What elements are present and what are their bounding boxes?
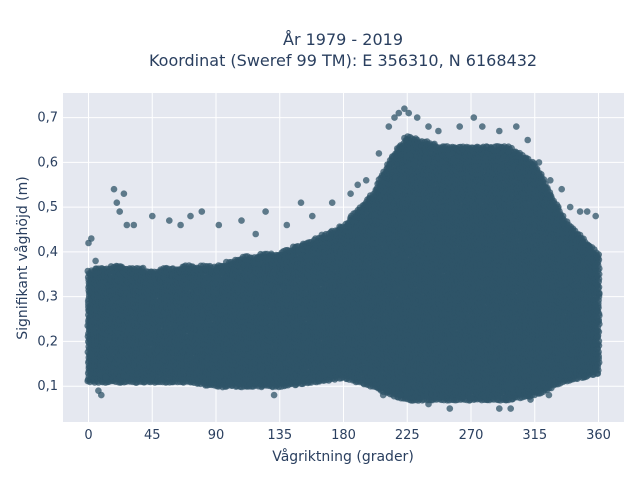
data-points bbox=[84, 105, 603, 412]
chart-title-line-1: År 1979 - 2019 bbox=[283, 30, 403, 49]
chart-title-line-2: Koordinat (Sweref 99 TM): E 356310, N 61… bbox=[149, 51, 537, 70]
chart-title: År 1979 - 2019 Koordinat (Sweref 99 TM):… bbox=[149, 30, 537, 70]
